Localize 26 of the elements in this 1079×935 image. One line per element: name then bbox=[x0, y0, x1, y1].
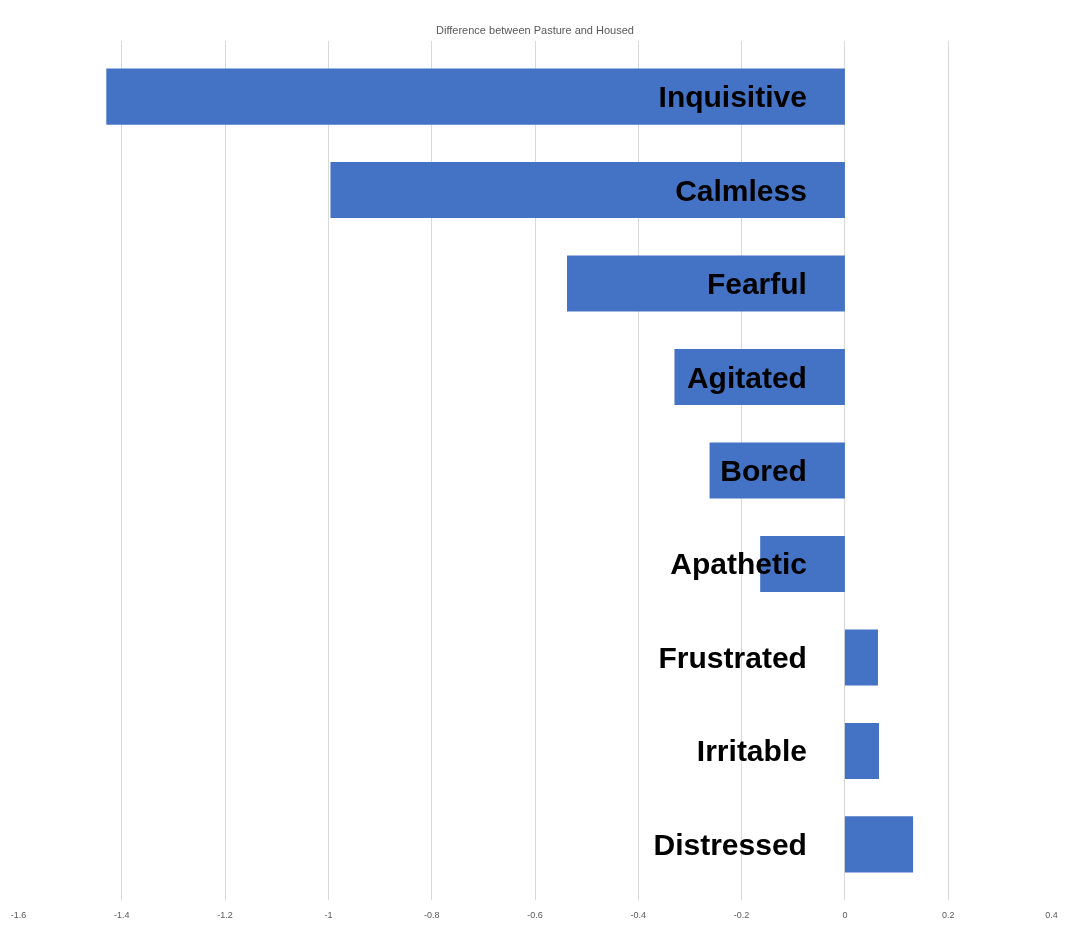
x-tick-label: -1 bbox=[324, 909, 333, 920]
chart-title: Difference between Pasture and Housed bbox=[436, 23, 634, 36]
x-tick-label: 0.2 bbox=[941, 909, 955, 920]
bar bbox=[844, 722, 879, 779]
x-tick-label: -1.6 bbox=[10, 909, 27, 920]
x-tick-label: -0.4 bbox=[630, 909, 647, 920]
y-tick-label: Irritable bbox=[696, 734, 807, 768]
x-tick-label: -0.8 bbox=[423, 909, 440, 920]
bar bbox=[844, 629, 878, 686]
x-tick-label: -0.2 bbox=[733, 909, 750, 920]
y-tick-label: Inquisitive bbox=[658, 80, 807, 114]
y-tick-label: Bored bbox=[720, 454, 807, 487]
y-tick-label: Calmless bbox=[675, 173, 807, 207]
bar bbox=[844, 816, 914, 873]
bar bbox=[330, 162, 845, 219]
bar bbox=[106, 68, 845, 125]
x-tick-label: 0 bbox=[842, 909, 848, 920]
y-tick-label: Frustrated bbox=[658, 640, 807, 674]
y-tick-label: Agitated bbox=[686, 360, 807, 394]
y-tick-label: Distressed bbox=[653, 827, 807, 861]
bar bbox=[567, 255, 845, 312]
x-tick-label: -1.2 bbox=[217, 909, 233, 920]
x-tick-label: 0.4 bbox=[1045, 909, 1058, 920]
y-tick-label: Fearful bbox=[706, 267, 807, 301]
x-tick-label: -1.4 bbox=[114, 909, 130, 920]
x-tick-label: -0.6 bbox=[527, 909, 543, 920]
